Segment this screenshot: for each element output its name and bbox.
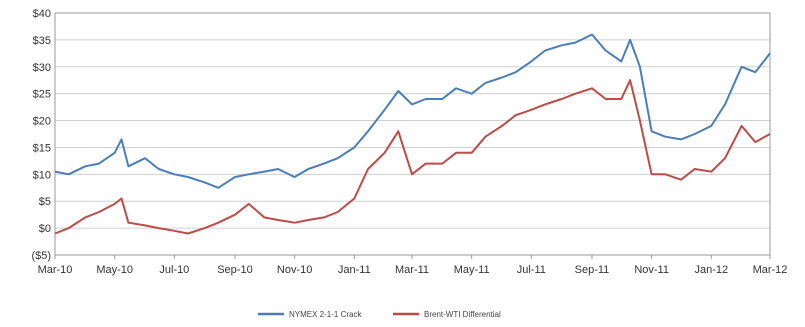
- x-tick-label: Mar-12: [753, 264, 788, 276]
- y-tick-label: $10: [33, 169, 51, 181]
- series-line-2: [54, 79, 771, 235]
- legend-label-2: Brent-WTI Differential: [424, 310, 501, 319]
- x-tick-label: May-10: [96, 264, 133, 276]
- x-tick-label: May-11: [454, 264, 490, 276]
- y-tick-label: $5: [39, 196, 51, 208]
- y-tick-label: $35: [33, 35, 51, 47]
- gridlines: [55, 12, 770, 256]
- x-tick-label: Jan-12: [694, 264, 728, 276]
- x-tick-label: Mar-11: [395, 264, 429, 276]
- y-tick-label: ($5): [31, 250, 51, 262]
- y-tick-label: $40: [33, 8, 51, 20]
- y-tick-label: $15: [33, 142, 51, 154]
- x-tick-label: Sep-11: [575, 264, 610, 276]
- y-tick-label: $25: [33, 89, 51, 101]
- legend-label-1: NYMEX 2-1-1 Crack: [289, 310, 362, 319]
- x-tick-label: Mar-10: [38, 264, 73, 276]
- x-tick-label: Jan-11: [338, 264, 371, 276]
- legend: NYMEX 2-1-1 Crack Brent-WTI Differential: [258, 310, 501, 319]
- series-lines: [54, 33, 771, 235]
- x-tick-label: Sep-10: [217, 264, 252, 276]
- y-tick-label: $30: [33, 62, 51, 74]
- axes: ($5) $0 $5 $10 $15 $20 $25 $30 $35 $40 Mar-10 May-1…: [31, 8, 787, 276]
- series-line-1: [54, 33, 771, 189]
- x-tick-label: Jul-10: [159, 264, 189, 276]
- y-tick-label: $0: [39, 223, 51, 235]
- x-tick-label: Nov-10: [277, 264, 312, 276]
- x-tick-label: Jul-11: [517, 264, 546, 276]
- y-tick-label: $20: [33, 116, 51, 128]
- plot-border: [54, 12, 771, 256]
- x-tick-label: Nov-11: [634, 264, 669, 276]
